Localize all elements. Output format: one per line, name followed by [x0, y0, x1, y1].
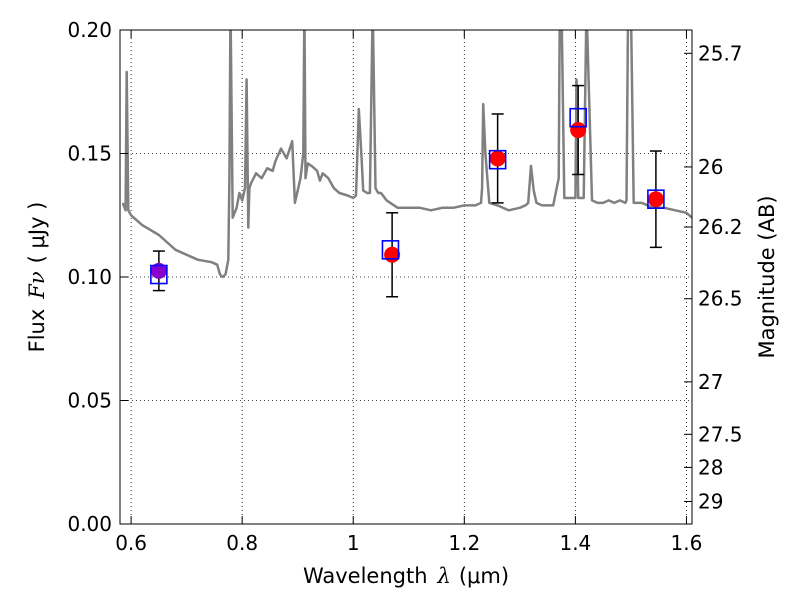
- model-spectrum-series: [121, 30, 692, 279]
- model-point: [150, 264, 168, 285]
- observed-point: [150, 262, 167, 279]
- magnitude-tick-label: 26.2: [698, 215, 743, 239]
- x-axis-label-unit: (μm): [459, 564, 509, 588]
- magnitude-tick-label: 25.7: [698, 41, 743, 65]
- model-point: [647, 189, 665, 209]
- magnitude-tick-label: 26: [698, 155, 723, 179]
- x-axis-label-prefix: Wavelength: [303, 564, 428, 588]
- y-axis-label-unit: ( μJy ): [25, 202, 49, 264]
- y-axis-label: Flux Fν ( μJy ): [25, 202, 49, 353]
- x-tick-label: 1.2: [448, 531, 480, 555]
- x-axis-label-symbol: λ: [437, 564, 451, 588]
- model-point: [381, 240, 400, 260]
- y-tick-label: 0.10: [67, 265, 112, 289]
- y-tick-label: 0.15: [67, 142, 112, 166]
- x-tick-label: 0.8: [226, 531, 258, 555]
- x-axis-label: Wavelength λ (μm): [303, 564, 509, 588]
- x-tick-label: 1.4: [559, 531, 591, 555]
- observed-point: [489, 150, 506, 167]
- y-tick-label: 0.00: [67, 512, 112, 536]
- x-tick-label: 1: [347, 531, 360, 555]
- y-tick-label: 0.20: [67, 18, 112, 42]
- magnitude-tick-label: 26.5: [698, 287, 743, 311]
- x-tick-label: 0.6: [115, 531, 147, 555]
- photometry-series: [150, 84, 665, 298]
- magnitude-tick-label: 28: [698, 455, 723, 479]
- magnitude-tick-label: 29: [698, 489, 723, 513]
- axis-ticks: 0.6 0.8 1 1.2 1.4 1.6 0.00 0.05 0.10 0.15 0.20 25.7…: [67, 18, 742, 555]
- magnitude-tick-label: 27.5: [698, 422, 743, 446]
- magnitude-axis-label: Magnitude (AB): [755, 195, 779, 358]
- y-axis-label-symbol: Fν: [25, 271, 49, 300]
- magnitude-tick-label: 27: [698, 370, 723, 394]
- x-tick-label: 1.6: [671, 531, 703, 555]
- observed-point: [570, 122, 587, 139]
- model-point: [488, 149, 507, 170]
- y-axis-label-prefix: Flux: [25, 309, 49, 353]
- model-spectrum-line: [121, 30, 692, 279]
- observed-point: [647, 191, 664, 208]
- model-point: [569, 107, 587, 128]
- y-tick-label: 0.05: [67, 389, 112, 413]
